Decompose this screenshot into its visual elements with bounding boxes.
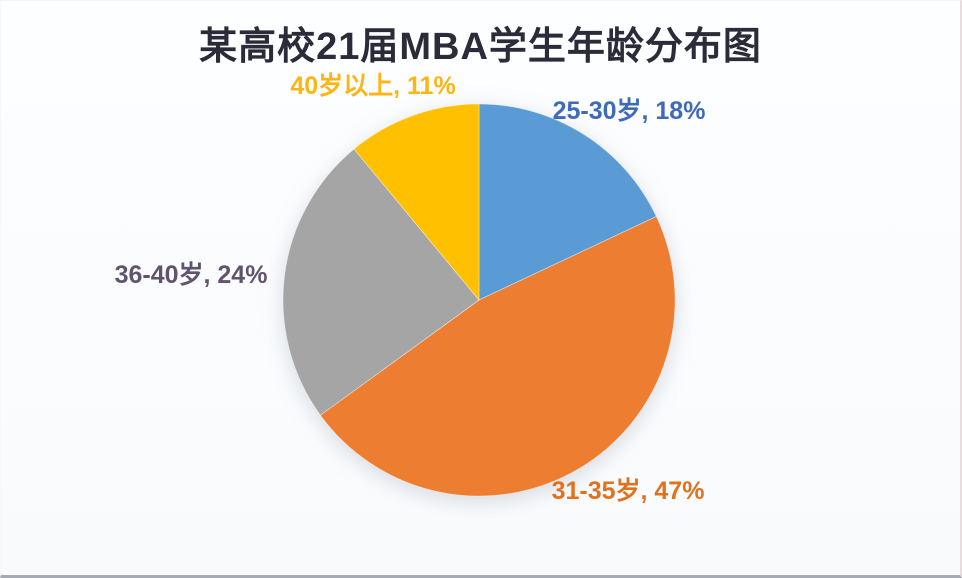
pie-slice-40plus [353, 103, 480, 302]
pie-chart [281, 102, 677, 498]
chart-title: 某高校21届MBA学生年龄分布图 [199, 26, 762, 68]
slice-label-40plus: 40岁以上, 11% [290, 72, 456, 100]
pie-slice-36-40 [282, 148, 480, 416]
slice-label-25-30: 25-30岁, 18% [552, 97, 706, 125]
pie-slice-25-30 [478, 103, 657, 301]
slice-label-31-35: 31-35岁, 47% [551, 477, 705, 505]
slice-label-36-40: 36-40岁, 24% [114, 261, 268, 289]
pie-slice-31-35 [319, 216, 676, 497]
pie-chart-svg [282, 103, 676, 497]
